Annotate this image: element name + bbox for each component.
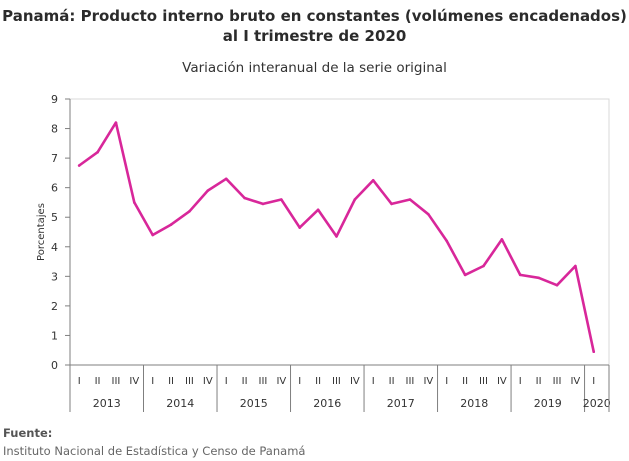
data-point	[463, 273, 467, 277]
data-point	[316, 208, 320, 212]
source-label: Fuente:	[3, 426, 53, 440]
quarter-label: I	[78, 376, 81, 387]
year-label: 2019	[534, 397, 562, 410]
data-point	[574, 264, 577, 268]
quarter-label: IV	[350, 376, 360, 387]
year-label: 2016	[313, 397, 341, 410]
y-tick-label: 5	[51, 211, 58, 224]
data-point	[482, 264, 485, 268]
data-point	[224, 177, 228, 181]
quarter-label: III	[406, 376, 415, 387]
data-point	[427, 212, 430, 216]
quarter-label: III	[259, 376, 268, 387]
quarter-label: II	[95, 376, 101, 387]
quarter-label: II	[462, 376, 468, 387]
data-point	[77, 164, 81, 167]
y-tick-label: 2	[51, 300, 58, 313]
data-point	[500, 238, 504, 241]
data-point	[537, 276, 540, 280]
quarter-label: I	[225, 376, 228, 387]
quarter-label: I	[519, 376, 522, 387]
quarter-label: I	[151, 376, 154, 387]
data-point	[335, 235, 338, 238]
data-point	[96, 150, 99, 154]
y-axis-title: Porcentajes	[36, 203, 47, 261]
year-label: 2015	[240, 397, 268, 410]
data-point	[518, 273, 522, 277]
y-tick-label: 3	[51, 270, 58, 283]
year-label: 2013	[93, 397, 121, 410]
quarter-label: II	[168, 376, 174, 387]
y-tick-label: 8	[51, 123, 58, 136]
year-label: 2020	[583, 397, 611, 410]
data-point	[390, 202, 393, 206]
chart-title: Panamá: Producto interno bruto en consta…	[0, 6, 629, 46]
data-point	[371, 178, 375, 182]
data-point	[243, 196, 246, 200]
quarter-label: I	[445, 376, 448, 387]
quarter-label: II	[315, 376, 321, 387]
quarter-label: II	[242, 376, 248, 387]
quarter-label: I	[298, 376, 301, 387]
quarter-label: III	[479, 376, 488, 387]
quarter-label: I	[592, 376, 595, 387]
data-point	[114, 121, 118, 124]
data-point	[188, 210, 191, 213]
data-point	[133, 201, 136, 204]
data-point	[408, 198, 412, 201]
data-point	[261, 202, 265, 206]
year-label: 2017	[387, 397, 415, 410]
year-label: 2014	[166, 397, 194, 410]
data-point	[445, 239, 449, 243]
quarter-label: IV	[423, 376, 433, 387]
chart-title-line-2: al I trimestre de 2020	[222, 27, 407, 45]
source-text: Instituto Nacional de Estadística y Cens…	[3, 444, 306, 458]
y-tick-label: 4	[51, 241, 58, 254]
data-point	[592, 350, 596, 354]
data-point	[298, 226, 302, 229]
y-tick-label: 0	[51, 359, 58, 372]
data-point	[353, 198, 357, 201]
quarter-label: III	[332, 376, 341, 387]
quarter-label: IV	[276, 376, 286, 387]
y-tick-label: 6	[51, 182, 58, 195]
quarter-label: IV	[497, 376, 507, 387]
data-point	[169, 223, 173, 226]
y-tick-label: 7	[51, 152, 58, 165]
data-point	[151, 233, 154, 237]
quarter-label: I	[372, 376, 375, 387]
quarter-label: IV	[203, 376, 213, 387]
quarter-label: IV	[129, 376, 139, 387]
quarter-label: II	[536, 376, 542, 387]
chart-subtitle: Variación interanual de la serie origina…	[182, 60, 447, 76]
quarter-label: IV	[570, 376, 580, 387]
data-point	[206, 189, 210, 192]
year-label: 2018	[460, 397, 488, 410]
y-tick-label: 1	[51, 329, 58, 342]
quarter-label: III	[553, 376, 562, 387]
data-point	[555, 283, 559, 287]
quarter-label: III	[185, 376, 194, 387]
quarter-label: III	[112, 376, 121, 387]
chart-title-line-1: Panamá: Producto interno bruto en consta…	[2, 7, 627, 25]
data-point	[280, 198, 283, 201]
y-tick-label: 9	[51, 93, 58, 106]
quarter-label: II	[389, 376, 395, 387]
